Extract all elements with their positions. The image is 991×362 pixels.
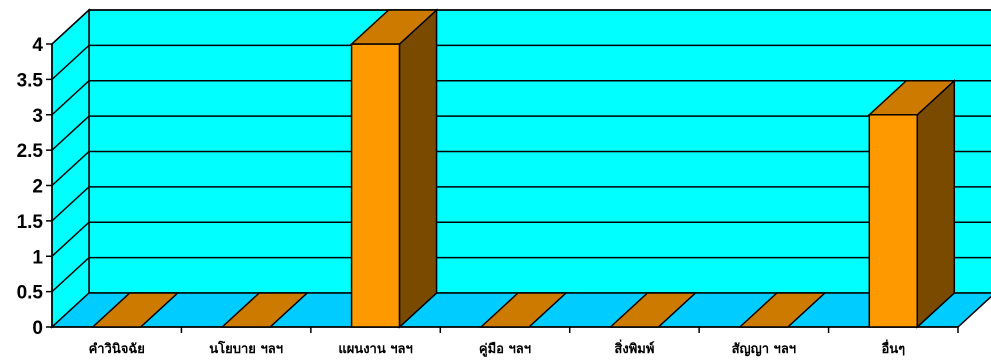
gridline-side	[51, 115, 90, 151]
gridline-side	[51, 150, 90, 187]
bar-top	[479, 292, 568, 328]
bar	[220, 292, 310, 328]
y-tick-label: 1.5	[17, 212, 44, 233]
bar-front	[868, 114, 919, 328]
bar-top	[349, 9, 439, 45]
gridline-side	[51, 44, 90, 80]
bar	[737, 292, 827, 328]
y-tick-label: 3.5	[17, 70, 44, 91]
bar-top	[90, 292, 180, 328]
bar	[867, 79, 957, 329]
x-category-label: อื่นๆ	[881, 339, 905, 357]
gridline-side	[51, 80, 90, 116]
bar-side	[916, 79, 956, 329]
bar	[90, 292, 180, 328]
gridline-side	[51, 9, 90, 45]
x-category-label: คำวินิจฉัย	[89, 341, 145, 357]
y-tick-label: 3	[32, 106, 43, 127]
bar-front	[350, 43, 401, 328]
x-category-label: แผนงาน ฯลฯ	[338, 342, 413, 357]
x-category-label: นโยบาย ฯลฯ	[209, 340, 283, 357]
y-tick-label: 2.5	[17, 141, 44, 162]
y-tick-label: 4	[32, 35, 43, 56]
bar-top	[737, 292, 827, 328]
y-tick-label: 0	[32, 318, 43, 339]
bar	[479, 292, 568, 328]
bar-top	[220, 292, 310, 328]
x-category-label: สิ่งพิมพ์	[614, 339, 654, 357]
bar-top	[608, 292, 698, 328]
bar-top	[867, 80, 957, 116]
gridline-side	[51, 186, 90, 222]
gridline-side	[51, 221, 90, 257]
x-category-label: สัญญา ฯลฯ	[732, 342, 796, 357]
y-tick-label: 1	[32, 247, 43, 268]
bar	[608, 292, 698, 328]
bar	[349, 8, 439, 329]
x-category-label: คู่มือ ฯลฯ	[479, 341, 531, 357]
y-tick-label: 0.5	[17, 283, 44, 304]
bar-side	[398, 8, 438, 329]
y-tick-label: 2	[32, 177, 43, 198]
gridline-side	[51, 257, 90, 293]
